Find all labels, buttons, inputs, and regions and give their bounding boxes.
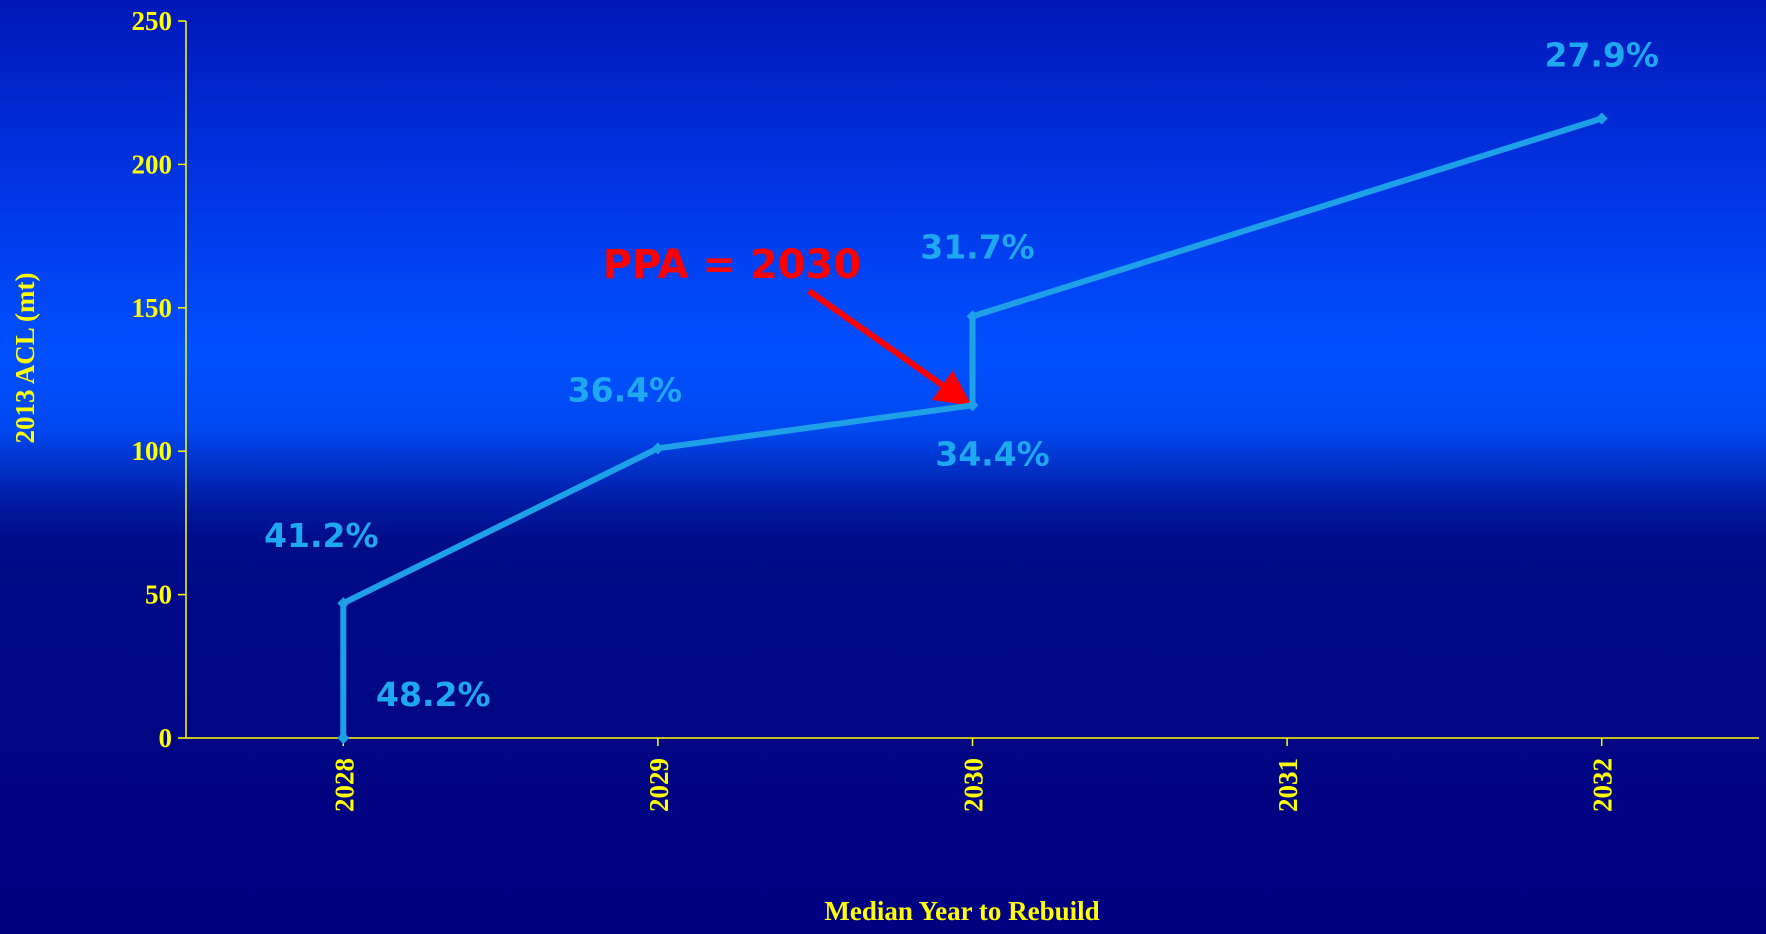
x-tick-label: 2031 bbox=[1273, 758, 1303, 812]
point-label: 36.4% bbox=[568, 370, 683, 409]
point-marker bbox=[337, 732, 350, 744]
y-tick-label: 0 bbox=[159, 723, 173, 753]
y-tick-label: 50 bbox=[145, 580, 172, 610]
annotation: PPA = 2030 bbox=[603, 242, 862, 288]
point-marker bbox=[651, 442, 664, 455]
point-label: 31.7% bbox=[920, 227, 1035, 266]
point-label: 34.4% bbox=[935, 434, 1050, 473]
y-tick-label: 150 bbox=[132, 293, 173, 323]
x-axis-label: Median Year to Rebuild bbox=[824, 896, 1099, 926]
x-tick-label: 2029 bbox=[644, 758, 674, 812]
y-axis-label: 2013 ACL (mt) bbox=[10, 273, 40, 444]
x-tick-label: 2032 bbox=[1588, 758, 1618, 812]
point-marker bbox=[966, 310, 979, 323]
point-marker bbox=[1595, 112, 1608, 125]
x-tick-label: 2028 bbox=[329, 758, 359, 812]
point-label: 48.2% bbox=[376, 675, 491, 714]
x-tick-label: 2030 bbox=[959, 758, 989, 812]
point-marker bbox=[337, 597, 350, 610]
point-marker bbox=[966, 399, 979, 412]
series-line bbox=[340, 115, 1603, 738]
point-label: 41.2% bbox=[264, 516, 379, 555]
y-tick-label: 250 bbox=[132, 6, 173, 36]
annotation-arrow bbox=[807, 288, 972, 406]
y-tick-label: 100 bbox=[132, 436, 173, 466]
y-tick-label: 200 bbox=[132, 149, 173, 179]
point-label: 27.9% bbox=[1544, 36, 1659, 75]
